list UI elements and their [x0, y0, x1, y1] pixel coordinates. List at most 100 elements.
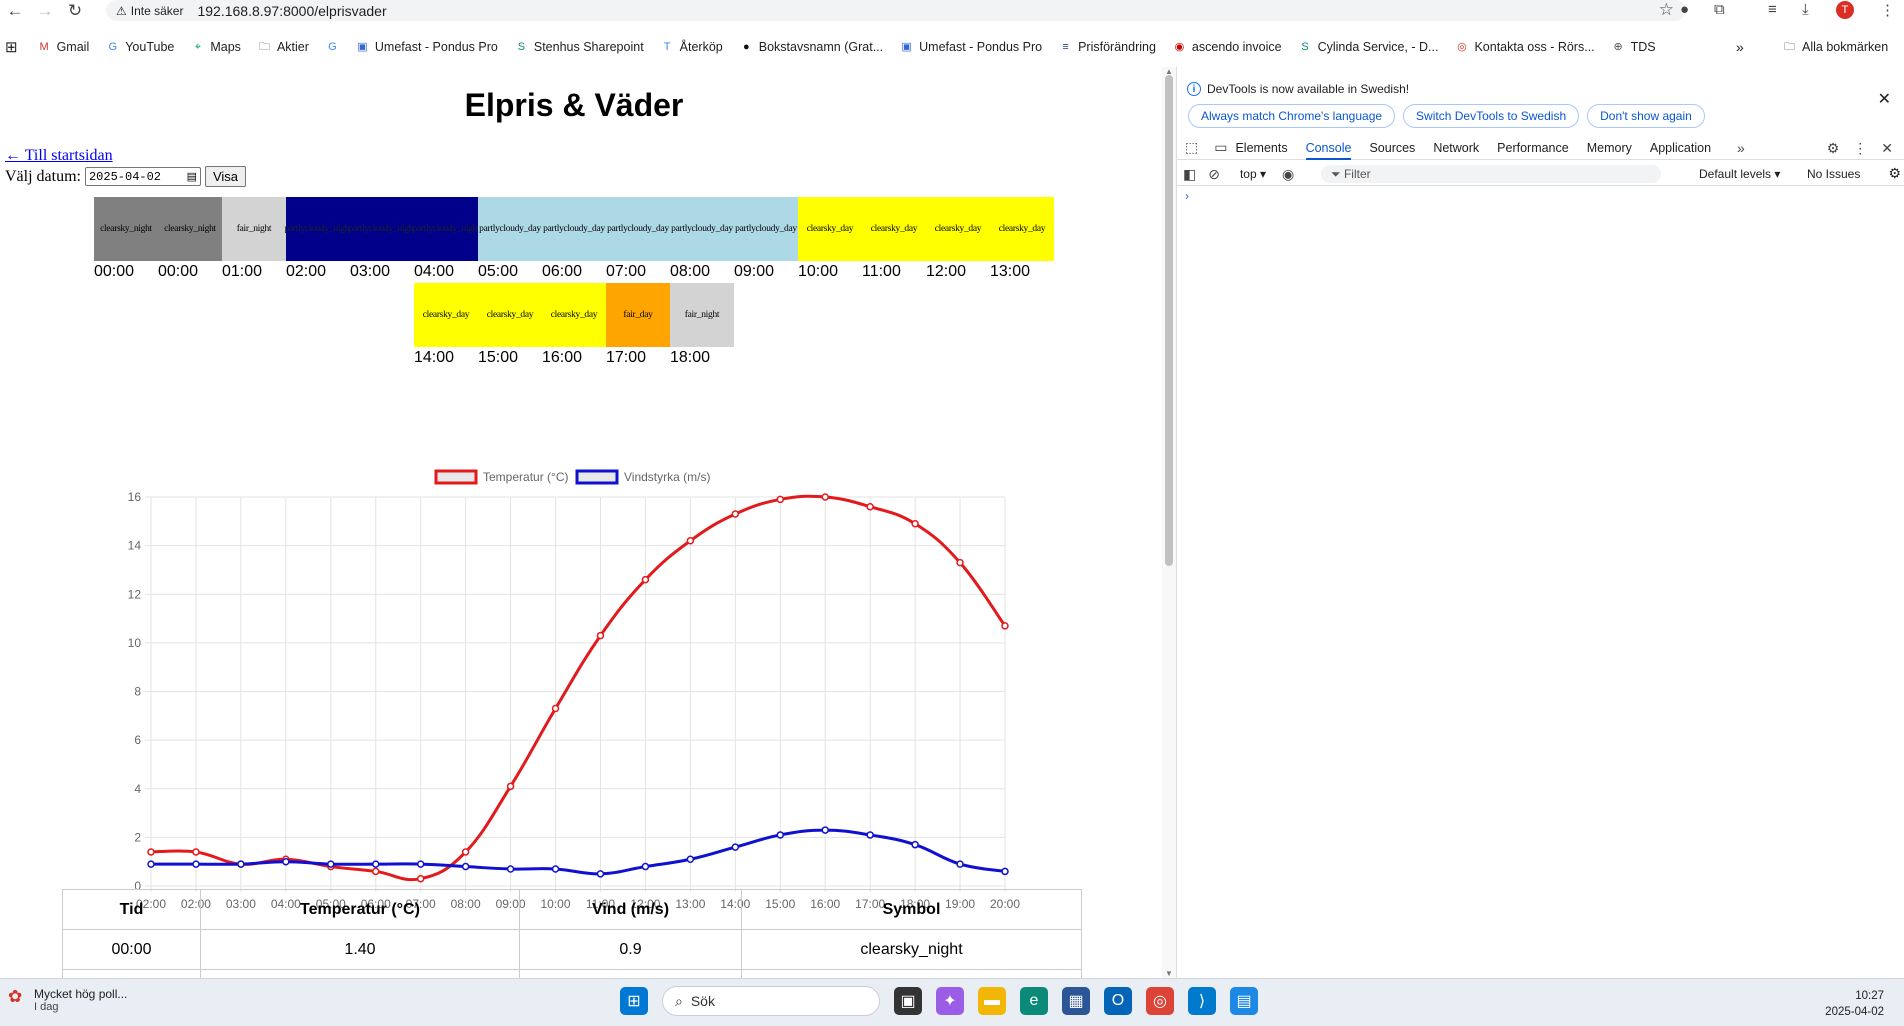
- taskbar: ✿ Mycket hög poll... I dag ⊞ ⌕ Sök ▣ ✦ ▬ e…: [0, 978, 1904, 1026]
- bookmark-item[interactable]: ⊕ TDS: [1613, 40, 1656, 54]
- tab-network[interactable]: Network: [1433, 140, 1480, 155]
- folder-icon: 🗀: [1784, 40, 1795, 53]
- bookmark-item[interactable]: G: [326, 40, 339, 54]
- forward-arrow-icon[interactable]: →: [36, 1, 54, 20]
- bookmark-item[interactable]: M Gmail: [39, 40, 90, 54]
- console-prompt[interactable]: ›: [1185, 189, 1189, 203]
- device-toolbar-icon[interactable]: ▭: [1214, 139, 1228, 155]
- issues-counter[interactable]: No Issues: [1807, 167, 1861, 181]
- tab-sources[interactable]: Sources: [1369, 140, 1416, 155]
- date-input[interactable]: 2025-04-02 ▤: [84, 167, 201, 186]
- kebab-menu-icon[interactable]: ⋮: [1853, 140, 1868, 156]
- tab-elements[interactable]: Elements: [1235, 140, 1288, 155]
- scrollbar-thumb[interactable]: [1165, 75, 1173, 566]
- reload-icon[interactable]: ↻: [67, 1, 83, 20]
- weather-widget[interactable]: ✿ Mycket hög poll... I dag: [8, 987, 128, 1013]
- switch-to-swedish-button[interactable]: Switch DevTools to Swedish: [1403, 104, 1580, 128]
- notepad-icon[interactable]: ▤: [1230, 987, 1258, 1015]
- context-selector[interactable]: top ▾: [1239, 167, 1267, 181]
- bookmark-item[interactable]: ⌖ Maps: [191, 40, 241, 54]
- vscode-icon[interactable]: ⟩: [1188, 987, 1216, 1015]
- table-header-cell: Symbol: [741, 889, 1082, 930]
- bookmark-item[interactable]: ≡ Prisförändring: [1059, 40, 1156, 54]
- file-explorer-icon[interactable]: ▬: [978, 987, 1006, 1015]
- all-bookmarks[interactable]: 🗀 Alla bokmärken: [1784, 40, 1889, 54]
- bookmark-item[interactable]: ◉ ascendo invoice: [1174, 40, 1282, 54]
- scroll-down-icon[interactable]: ▼: [1165, 969, 1173, 978]
- back-to-start-link[interactable]: ← Till startsidan: [5, 147, 113, 164]
- settings-icon[interactable]: ⚙: [1826, 140, 1840, 156]
- data-point: [147, 860, 155, 868]
- bookmark-item[interactable]: ▣ Umefast - Pondus Pro: [357, 40, 498, 54]
- table-cell: 00:00: [62, 929, 201, 970]
- bookmark-item[interactable]: ● Bokstavsnamn (Grat...: [740, 40, 883, 54]
- extension-icon[interactable]: ●: [1680, 1, 1690, 18]
- copilot-icon[interactable]: ✦: [936, 987, 964, 1015]
- address-bar[interactable]: ⚠ Inte säker 192.168.8.97:8000/elprisvade…: [106, 0, 1686, 21]
- avatar[interactable]: T: [1836, 1, 1854, 19]
- weather-hour-label: 12:00: [926, 263, 967, 280]
- show-button[interactable]: Visa: [204, 166, 247, 187]
- bookmark-item[interactable]: S Stenhus Sharepoint: [515, 40, 644, 54]
- download-icon[interactable]: ⤓: [1802, 1, 1809, 18]
- bookmark-item[interactable]: S Cylinda Service, - D...: [1299, 40, 1438, 54]
- sidebar-toggle-icon[interactable]: ◧: [1183, 165, 1197, 182]
- log-levels-dropdown[interactable]: Default levels ▾: [1699, 167, 1781, 181]
- back-arrow-icon[interactable]: ←: [6, 1, 24, 20]
- weather-hour-label: 15:00: [478, 349, 519, 366]
- tab-memory[interactable]: Memory: [1586, 140, 1632, 155]
- outlook-icon[interactable]: O: [1104, 987, 1132, 1015]
- bookmark-item[interactable]: T Återköp: [661, 40, 723, 54]
- system-clock[interactable]: 10:27 2025-04-02: [1825, 990, 1884, 1018]
- close-devtools-icon[interactable]: ✕: [1881, 140, 1893, 156]
- devtools-tabs: ⬚ ▭ Elements Console Sources Network Per…: [1177, 136, 1904, 160]
- table-header-cell: Tid: [62, 889, 201, 930]
- calendar-icon[interactable]: ▤: [186, 172, 197, 184]
- bookmarks-bar: ⊞ M Gmail G YouTube ⌖ Maps 🗀 Aktier G ▣ Umefast - …: [0, 35, 1904, 59]
- edge-icon[interactable]: e: [1020, 987, 1048, 1015]
- playlist-icon[interactable]: ≡: [1768, 1, 1777, 18]
- url-text[interactable]: 192.168.8.97:8000/elprisvader: [197, 2, 387, 19]
- chrome-icon[interactable]: ◎: [1146, 987, 1174, 1015]
- console-settings-icon[interactable]: ⚙: [1888, 165, 1901, 181]
- tab-console[interactable]: Console: [1305, 141, 1352, 160]
- bookmark-favicon-icon: ≡: [1062, 40, 1069, 53]
- table-cell: [741, 969, 1082, 978]
- bookmark-item[interactable]: G YouTube: [106, 40, 174, 54]
- close-icon[interactable]: ✕: [1877, 91, 1891, 108]
- bookmark-item[interactable]: 🗀 Aktier: [258, 40, 309, 54]
- data-point: [596, 631, 605, 640]
- inspect-icon[interactable]: ⬚: [1185, 139, 1199, 155]
- always-match-language-button[interactable]: Always match Chrome's language: [1188, 104, 1396, 128]
- clear-console-icon[interactable]: ⊘: [1208, 165, 1220, 182]
- data-point: [416, 860, 425, 868]
- scroll-up-icon[interactable]: ▲: [1165, 67, 1173, 76]
- eye-icon[interactable]: ◉: [1282, 165, 1295, 182]
- taskbar-search[interactable]: ⌕ Sök: [662, 986, 880, 1016]
- tab-application[interactable]: Application: [1649, 140, 1712, 155]
- bookmark-item[interactable]: ◎ Kontakta oss - Rörs...: [1457, 40, 1595, 54]
- weather-table: Tid Temperatur (°C) Vind (m/s) Symbol 00:00…: [62, 889, 1082, 978]
- weather-hour-label: 17:00: [606, 349, 647, 366]
- tab-performance[interactable]: Performance: [1497, 140, 1569, 155]
- store-icon[interactable]: ▦: [1062, 987, 1090, 1015]
- weather-symbol-cell: fair_night: [222, 197, 286, 261]
- bookmark-item[interactable]: ▣ Umefast - Pondus Pro: [901, 40, 1043, 54]
- menu-icon[interactable]: ⋮: [1880, 2, 1895, 19]
- start-icon[interactable]: ⊞: [620, 987, 648, 1015]
- bookmark-star-icon[interactable]: ☆: [1658, 0, 1674, 19]
- console-filter-input[interactable]: ⏷ Filter: [1321, 165, 1661, 183]
- puzzle-icon[interactable]: ⧉: [1714, 1, 1725, 18]
- more-tabs-icon[interactable]: »: [1737, 139, 1745, 156]
- dont-show-again-button[interactable]: Don't show again: [1587, 104, 1705, 128]
- data-point: [731, 510, 740, 518]
- task-view-icon[interactable]: ▣: [894, 987, 922, 1015]
- security-indicator[interactable]: ⚠ Inte säker: [116, 3, 184, 18]
- more-bookmarks-icon[interactable]: »: [1736, 39, 1744, 55]
- page-scrollbar[interactable]: ▲ ▼: [1162, 67, 1176, 978]
- data-point: [506, 865, 515, 873]
- bookmark-favicon-icon: S: [1301, 40, 1309, 53]
- data-point: [1001, 867, 1009, 876]
- apps-grid-icon[interactable]: ⊞: [5, 39, 18, 56]
- data-point: [147, 848, 155, 856]
